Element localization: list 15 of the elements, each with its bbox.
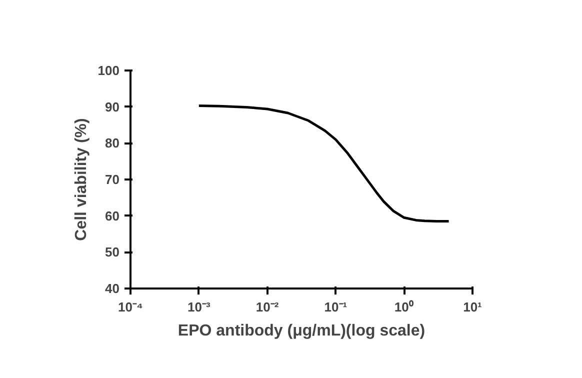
x-tick-label: 10⁻⁴: [118, 300, 143, 314]
y-tick-label: 60: [105, 208, 120, 224]
y-tick-label: 70: [105, 172, 120, 187]
y-tick-label: 40: [105, 281, 120, 296]
x-tick-label: 10⁻¹: [324, 300, 348, 314]
x-tick-label: 10⁻³: [188, 300, 211, 314]
x-tick-label: 10⁻²: [256, 300, 280, 314]
y-tick-label: 80: [105, 136, 120, 151]
y-tick-label: 100: [98, 63, 120, 78]
y-axis-title: Cell viability (%): [72, 118, 90, 241]
x-tick-label: 10¹: [463, 300, 482, 314]
y-tick-label: 90: [105, 99, 120, 114]
y-tick-label: 50: [105, 244, 120, 260]
x-tick-label: 10⁰: [394, 300, 414, 314]
x-axis-title: EPO antibody (μg/mL)(log scale): [178, 322, 426, 340]
